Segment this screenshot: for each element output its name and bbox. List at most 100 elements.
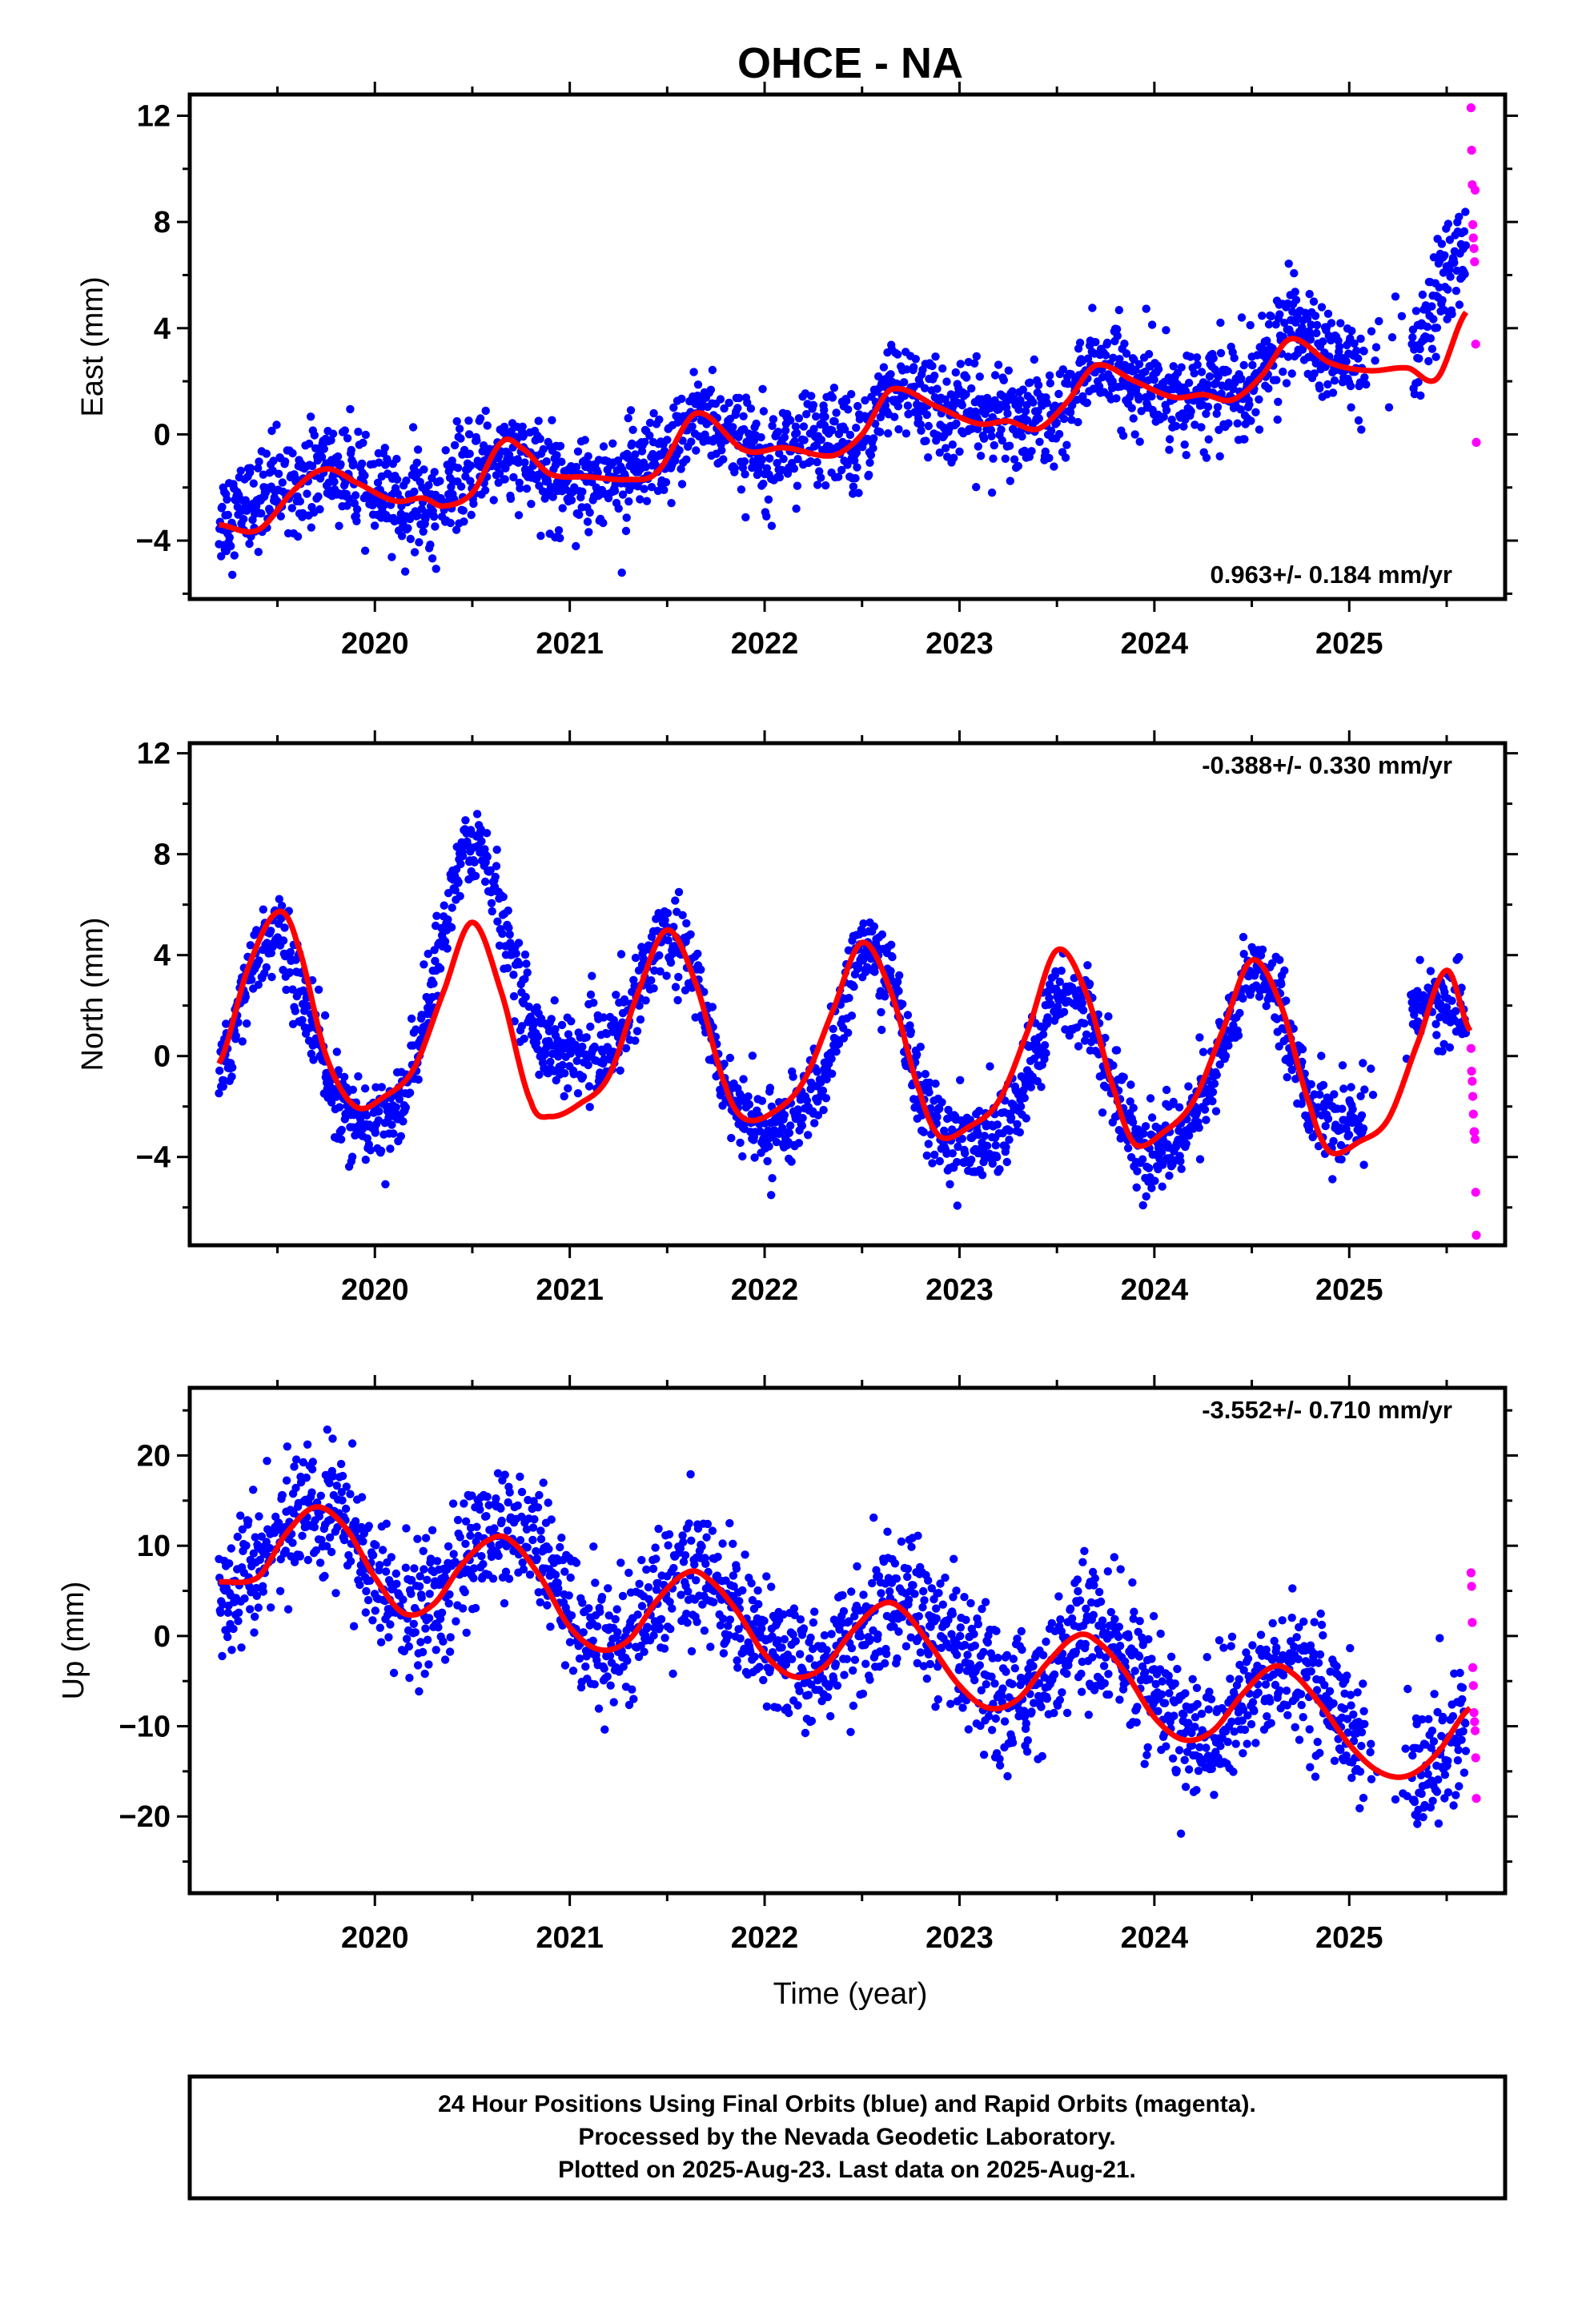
east-rapid-point (1468, 233, 1478, 243)
east-final-point (392, 454, 401, 464)
north-final-point (736, 1138, 745, 1148)
east-final-point (930, 372, 939, 380)
up-final-point (315, 1558, 325, 1567)
east-final-point (379, 501, 389, 509)
east-final-point (1115, 355, 1124, 364)
east-final-point (1239, 360, 1248, 370)
north-final-point (1210, 1080, 1219, 1088)
east-final-point (307, 461, 317, 471)
east-final-point (974, 442, 983, 451)
up-final-point (251, 1612, 259, 1622)
east-final-point (380, 444, 389, 452)
north-final-point (384, 1113, 393, 1122)
up-final-point (725, 1630, 733, 1640)
up-final-point (504, 1498, 512, 1507)
north-final-point (632, 1027, 642, 1035)
east-final-point (1209, 354, 1218, 363)
east-final-point (1375, 316, 1383, 326)
up-final-point (519, 1565, 528, 1574)
north-final-point (509, 991, 519, 1001)
east-final-point (933, 384, 942, 393)
north-final-point (482, 829, 492, 838)
up-final-point (218, 1651, 227, 1661)
north-final-point (765, 1142, 773, 1151)
up-final-point (331, 1589, 340, 1598)
north-final-point (533, 1032, 543, 1041)
north-final-point (314, 985, 323, 995)
east-final-point (1061, 453, 1070, 462)
north-final-point (1098, 1108, 1107, 1117)
east-final-point (720, 404, 729, 413)
north-final-point (215, 1089, 223, 1098)
north-final-point (259, 905, 267, 914)
north-final-point (1074, 1042, 1083, 1051)
north-final-point (1109, 1061, 1118, 1070)
east-final-point (813, 480, 822, 489)
east-final-point (1134, 360, 1144, 368)
up-final-point (434, 1622, 443, 1632)
north-final-point (360, 1084, 370, 1093)
east-final-point (852, 424, 861, 432)
east-final-point (314, 492, 323, 501)
north-final-point (431, 956, 440, 966)
up-final-point (591, 1578, 600, 1587)
east-final-point (1014, 405, 1023, 414)
north-final-point (1359, 1160, 1368, 1169)
up-final-point (299, 1458, 307, 1467)
north-final-point (1282, 996, 1291, 1005)
north-final-point (662, 971, 671, 980)
up-final-point (296, 1478, 306, 1487)
east-final-point (236, 466, 245, 475)
east-final-point (687, 437, 696, 446)
up-final-point (517, 1487, 527, 1497)
east-final-point (866, 451, 876, 460)
north-final-point (493, 917, 502, 926)
up-final-point (665, 1530, 674, 1539)
east-final-point (746, 404, 756, 413)
east-final-point (693, 380, 703, 389)
east-final-point (1216, 318, 1225, 328)
up-final-point (346, 1557, 355, 1566)
east-final-point (994, 360, 1003, 369)
up-final-point (732, 1564, 741, 1573)
north-rate-label: -0.388+/- 0.330 mm/yr (1202, 751, 1452, 779)
north-final-point (844, 1028, 853, 1037)
east-final-point (1008, 387, 1017, 396)
up-final-point (283, 1605, 293, 1614)
east-final-point (415, 538, 424, 547)
up-final-point (426, 1554, 436, 1563)
east-final-point (735, 393, 744, 403)
east-final-point (647, 483, 656, 492)
east-final-point (894, 424, 903, 434)
up-final-point (251, 1533, 259, 1542)
up-final-point (274, 1518, 283, 1527)
east-final-point (360, 471, 369, 480)
east-final-point (692, 446, 701, 455)
north-final-point (988, 1159, 998, 1168)
north-final-point (1040, 1041, 1050, 1050)
up-final-point (234, 1617, 243, 1626)
north-final-point (279, 936, 288, 945)
north-final-point (444, 915, 452, 924)
north-y-tick-label: 8 (154, 838, 171, 872)
east-final-point (481, 406, 490, 416)
north-y-tick-label: 0 (154, 1040, 171, 1074)
east-final-point (1258, 312, 1267, 320)
north-final-point (557, 1020, 567, 1030)
east-final-point (802, 410, 811, 419)
east-final-points (215, 207, 1471, 579)
east-final-point (430, 468, 439, 476)
north-final-point (906, 1027, 916, 1036)
east-final-point (645, 431, 654, 440)
east-final-point (1059, 414, 1069, 424)
east-final-point (780, 432, 789, 442)
east-final-point (383, 455, 391, 464)
north-final-point (794, 1105, 803, 1115)
east-final-point (962, 390, 970, 399)
east-final-point (632, 457, 642, 467)
north-final-point (1452, 1007, 1460, 1015)
up-final-point (560, 1567, 569, 1576)
east-final-point (1192, 353, 1202, 362)
east-final-point (762, 464, 772, 472)
up-final-point (490, 1524, 499, 1533)
